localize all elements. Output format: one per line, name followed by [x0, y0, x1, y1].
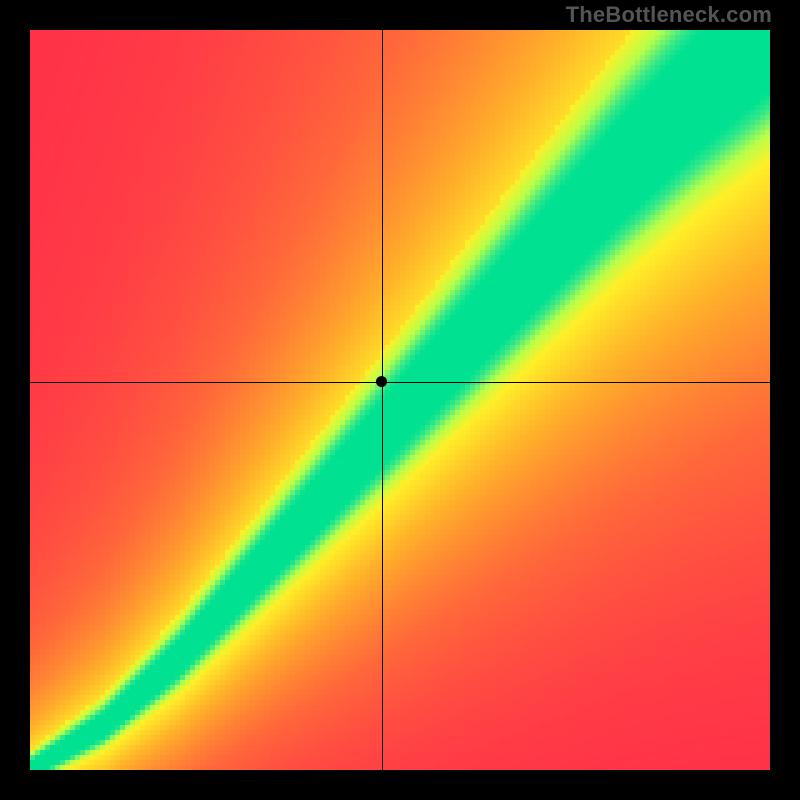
crosshair-overlay [0, 0, 800, 800]
chart-frame: { "meta": { "watermark_text": "TheBottle… [0, 0, 800, 800]
watermark-text: TheBottleneck.com [566, 2, 772, 28]
